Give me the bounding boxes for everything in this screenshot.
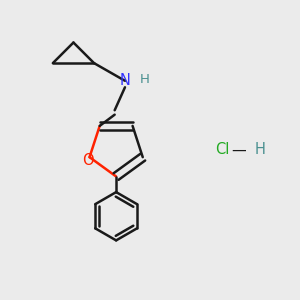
Text: H: H (254, 142, 266, 158)
Text: —: — (231, 142, 246, 158)
Text: O: O (82, 153, 94, 168)
Text: N: N (119, 73, 130, 88)
Text: Cl: Cl (215, 142, 229, 158)
Text: H: H (140, 73, 150, 86)
